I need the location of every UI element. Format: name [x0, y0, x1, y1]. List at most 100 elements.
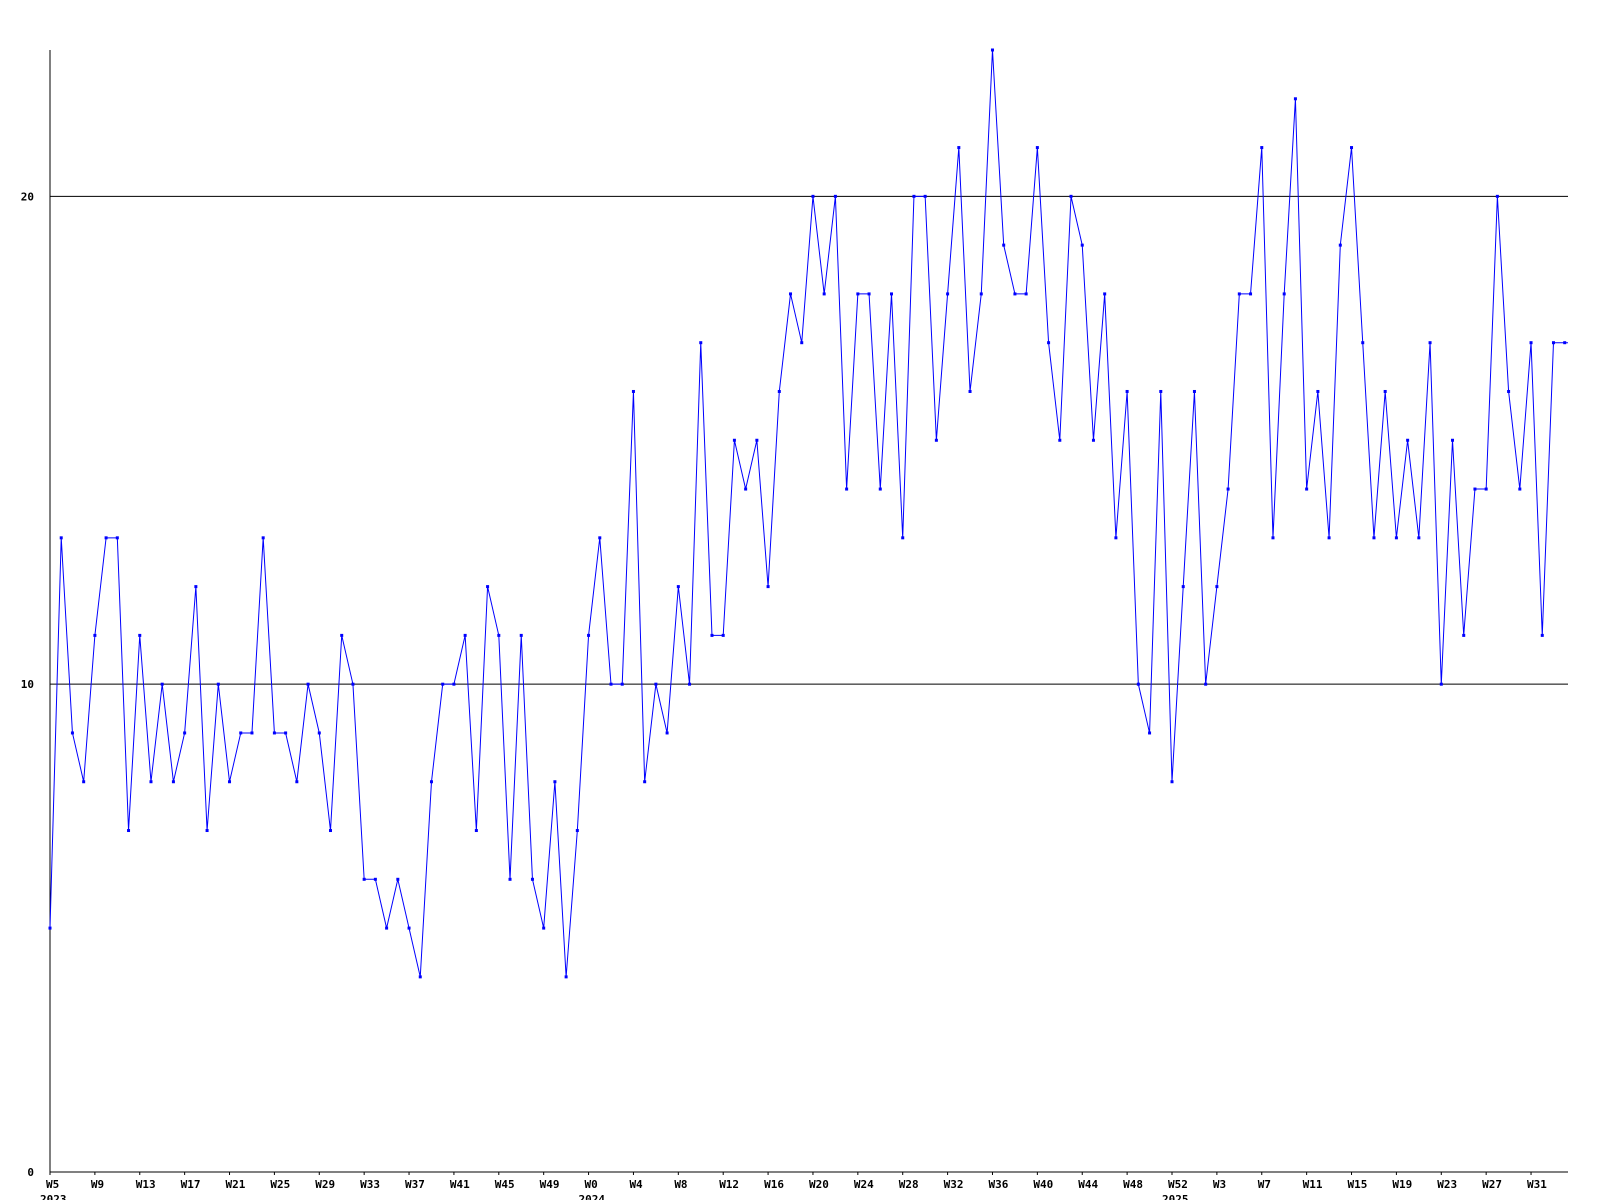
data-point — [979, 292, 983, 296]
year-label-2025: 2025 — [1162, 1193, 1189, 1200]
data-point — [1103, 292, 1107, 296]
data-point — [228, 780, 232, 784]
data-point — [317, 731, 321, 735]
year-labels: 2023 2024 2025 — [40, 1193, 1189, 1200]
series-line — [49, 49, 1568, 977]
data-point — [1237, 292, 1241, 296]
data-point — [923, 194, 927, 198]
data-point — [766, 585, 770, 589]
data-point — [1394, 536, 1398, 540]
data-point — [284, 731, 288, 735]
axes — [49, 50, 1568, 1173]
data-point — [934, 438, 938, 442]
data-point — [901, 536, 905, 540]
data-point — [519, 633, 523, 637]
x-tick-label: W31 — [1527, 1178, 1547, 1191]
data-point — [1350, 146, 1354, 150]
data-point — [811, 194, 815, 198]
data-point — [272, 731, 276, 735]
data-point — [474, 829, 478, 833]
data-point — [1024, 292, 1028, 296]
data-point — [1058, 438, 1062, 442]
data-point — [205, 829, 209, 833]
data-point — [70, 731, 74, 735]
data-point — [1192, 389, 1196, 393]
data-point — [1114, 536, 1118, 540]
x-tick-label: W33 — [360, 1178, 380, 1191]
data-point — [452, 682, 456, 686]
y-tick-label-10: 10 — [21, 678, 34, 691]
data-point — [160, 682, 164, 686]
x-tick-label: W27 — [1482, 1178, 1502, 1191]
data-point — [1540, 633, 1544, 637]
x-tick-label: W11 — [1303, 1178, 1323, 1191]
data-point — [890, 292, 893, 296]
data-point — [732, 438, 736, 442]
data-point — [1417, 536, 1421, 540]
x-tick-label: W4 — [629, 1178, 643, 1191]
data-point — [688, 682, 692, 686]
data-point — [912, 194, 916, 198]
data-point — [564, 975, 568, 979]
year-label-2023: 2023 — [40, 1193, 67, 1200]
data-point — [699, 341, 703, 345]
data-point — [1013, 292, 1017, 296]
data-point — [1495, 194, 1499, 198]
data-point — [1383, 389, 1387, 393]
data-point — [1428, 341, 1432, 345]
data-point — [1327, 536, 1331, 540]
data-point — [351, 682, 355, 686]
data-point — [441, 682, 445, 686]
data-point — [1260, 146, 1264, 150]
x-tick-label: W48 — [1123, 1178, 1143, 1191]
data-point — [1181, 585, 1185, 589]
x-tick-label: W9 — [91, 1178, 104, 1191]
data-point — [104, 536, 108, 540]
data-point — [1372, 536, 1376, 540]
data-point — [1282, 292, 1286, 296]
data-point — [362, 877, 366, 881]
data-point — [1551, 341, 1555, 345]
data-point — [1338, 243, 1342, 247]
data-point — [553, 780, 557, 784]
x-tick-label: W15 — [1348, 1178, 1368, 1191]
data-point — [418, 975, 422, 979]
data-point — [261, 536, 265, 540]
data-point — [171, 780, 175, 784]
data-point — [1226, 487, 1230, 491]
data-point — [1204, 682, 1208, 686]
data-point — [373, 877, 377, 881]
data-point — [1451, 438, 1454, 442]
data-point — [1439, 682, 1443, 686]
data-point — [93, 633, 97, 637]
x-tick-label: W23 — [1437, 1178, 1457, 1191]
x-tick-label: W21 — [226, 1178, 246, 1191]
data-point — [845, 487, 849, 491]
data-point — [216, 682, 220, 686]
data-point — [654, 682, 658, 686]
data-point — [329, 829, 332, 833]
x-tick-label: W12 — [719, 1178, 739, 1191]
data-point — [1316, 389, 1320, 393]
data-point — [48, 926, 52, 930]
x-tick-label: W45 — [495, 1178, 515, 1191]
data-point — [587, 633, 591, 637]
data-point — [1563, 341, 1567, 345]
data-point — [856, 292, 860, 296]
data-point — [194, 585, 198, 589]
year-label-2024: 2024 — [579, 1193, 606, 1200]
data-point — [721, 633, 725, 637]
y-tick-labels: 0 10 20 — [21, 190, 34, 1179]
data-point — [486, 585, 490, 589]
x-tick-label: W19 — [1392, 1178, 1412, 1191]
data-point — [497, 633, 501, 637]
x-tick-label: W5 — [46, 1178, 59, 1191]
x-tick-label: W17 — [181, 1178, 201, 1191]
data-point — [744, 487, 748, 491]
data-point — [1080, 243, 1084, 247]
data-point — [508, 877, 512, 881]
data-point — [1305, 487, 1309, 491]
x-tick-label: W36 — [988, 1178, 1008, 1191]
data-point — [127, 829, 131, 833]
y-tick-label-20: 20 — [21, 190, 34, 203]
